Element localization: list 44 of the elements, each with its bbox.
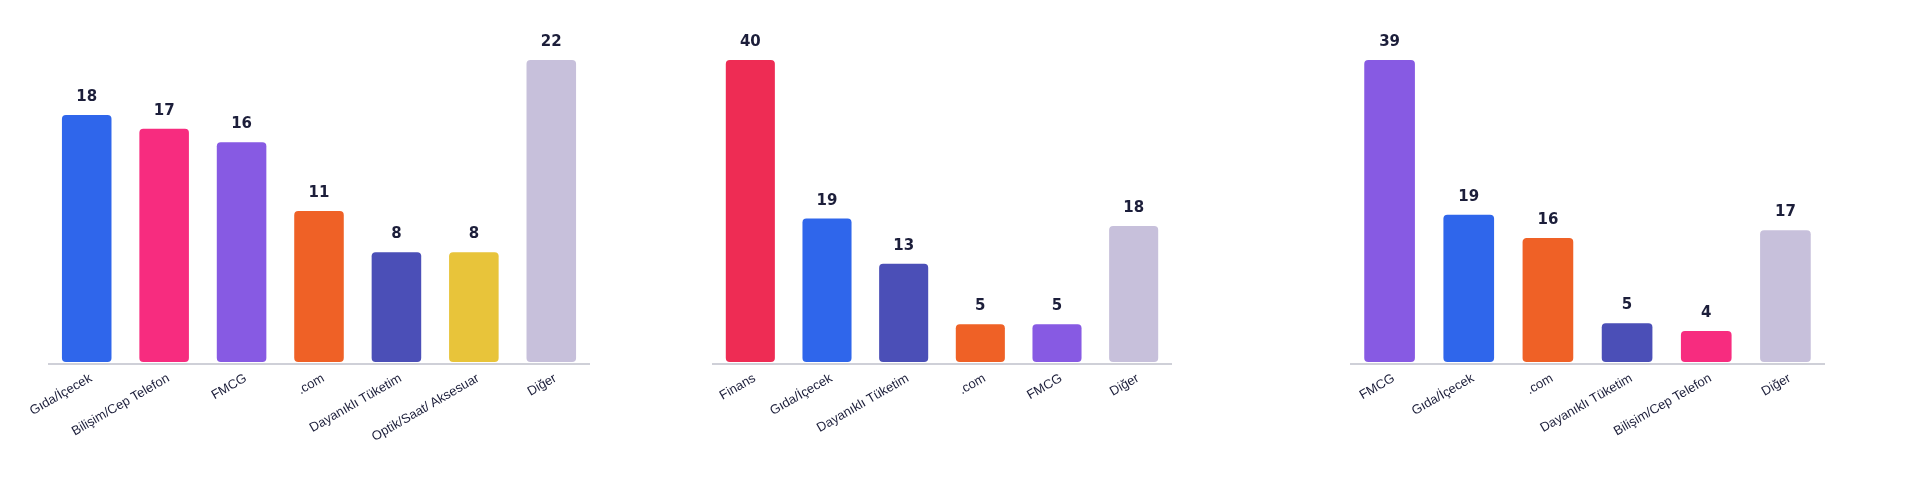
bar	[1760, 230, 1811, 362]
bar	[216, 142, 267, 362]
data-label: 5	[975, 296, 986, 315]
bar	[802, 218, 852, 362]
bar	[955, 324, 1005, 362]
x-tick-label: .com	[955, 370, 988, 398]
bar	[725, 60, 775, 362]
bar	[139, 128, 189, 362]
data-label: 40	[739, 32, 761, 50]
bar	[1364, 60, 1415, 362]
x-tick-label: .com	[294, 370, 327, 398]
x-tick-label: Diğer	[1758, 369, 1794, 399]
bar	[1032, 324, 1082, 362]
bar	[371, 252, 422, 362]
data-label: 19	[1458, 186, 1480, 205]
bar	[526, 60, 577, 362]
data-label: 4	[1701, 303, 1712, 322]
data-label: 39	[1379, 32, 1401, 50]
bar	[61, 114, 112, 362]
x-tick-label: Diğer	[524, 369, 560, 399]
data-label: 17	[1774, 202, 1796, 221]
data-label: 13	[893, 235, 915, 254]
data-label: 5	[1621, 295, 1633, 314]
bar	[1443, 214, 1495, 362]
data-label: 16	[231, 114, 253, 133]
bar	[879, 263, 929, 362]
x-tick-label: .com	[1523, 370, 1556, 398]
bar	[294, 211, 344, 362]
data-label: 22	[540, 32, 562, 50]
data-label: 18	[76, 86, 98, 105]
bar	[449, 252, 499, 362]
data-label: 11	[308, 183, 330, 201]
bar	[1109, 226, 1159, 362]
data-label: 8	[391, 224, 402, 243]
data-label: 8	[468, 224, 480, 243]
data-label: 18	[1123, 198, 1145, 217]
x-tick-label: Diğer	[1106, 369, 1142, 399]
data-label: 17	[153, 100, 175, 119]
bar	[1522, 238, 1574, 362]
bar	[1680, 331, 1732, 362]
data-label: 5	[1051, 296, 1063, 315]
bar	[1601, 323, 1653, 362]
data-label: 16	[1537, 210, 1559, 229]
data-label: 19	[816, 190, 838, 209]
